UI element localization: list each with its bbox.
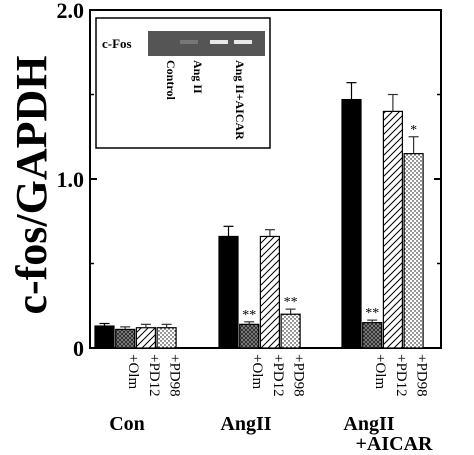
bar: [135, 327, 156, 349]
group-label: Con: [109, 413, 145, 435]
bar-condition-label: +PD98: [414, 354, 430, 397]
inset-lane-label: Ang II+AICAR: [233, 60, 247, 140]
blot-band: [180, 40, 198, 44]
blot-band: [234, 40, 252, 44]
bar: [94, 325, 115, 349]
significance-label: *: [410, 123, 417, 138]
bar: [259, 235, 280, 349]
y-tick-label: 2.0: [57, 0, 85, 23]
bar-condition-label: +PD12: [393, 354, 409, 397]
bar-condition-label: +PD12: [270, 354, 286, 397]
bar-condition-label: +Olm: [125, 354, 141, 389]
bar-condition-label: +Olm: [249, 354, 265, 389]
significance-label: **: [242, 308, 256, 323]
inset-lane-label: Control: [164, 60, 178, 100]
blot-band: [210, 40, 228, 44]
group-label: AngII: [220, 413, 271, 435]
inset-blot: c-Fos Control Ang II Ang II+AICAR: [95, 17, 271, 149]
bar: [341, 98, 362, 349]
group-label: AngII: [343, 413, 394, 435]
bar-condition-label: +PD98: [167, 354, 183, 397]
bar: [156, 327, 177, 349]
inset-row-label: c-Fos: [102, 36, 132, 51]
bars-layer: +Olm +PD12 +PD98 Con ** +Olm +PD12 ** +PD98 AngII…: [94, 82, 434, 455]
significance-label: **: [365, 306, 379, 321]
bar: [362, 322, 383, 349]
bar: [239, 323, 260, 349]
inset-lane-label: Ang II: [191, 60, 205, 94]
significance-label: **: [284, 295, 298, 310]
bar: [218, 235, 239, 349]
y-tick-label: 0: [73, 336, 84, 361]
bar: [382, 110, 403, 349]
y-axis-label: c-fos/GAPDH: [7, 55, 56, 314]
bar: [403, 153, 424, 349]
bar: [280, 313, 301, 349]
bar: [115, 328, 136, 349]
bar-condition-label: +Olm: [372, 354, 388, 389]
bar-condition-label: +PD98: [291, 354, 307, 397]
bar-condition-label: +PD12: [146, 354, 162, 397]
y-tick-label: 1.0: [57, 167, 85, 192]
group-label: +AICAR: [356, 433, 434, 455]
